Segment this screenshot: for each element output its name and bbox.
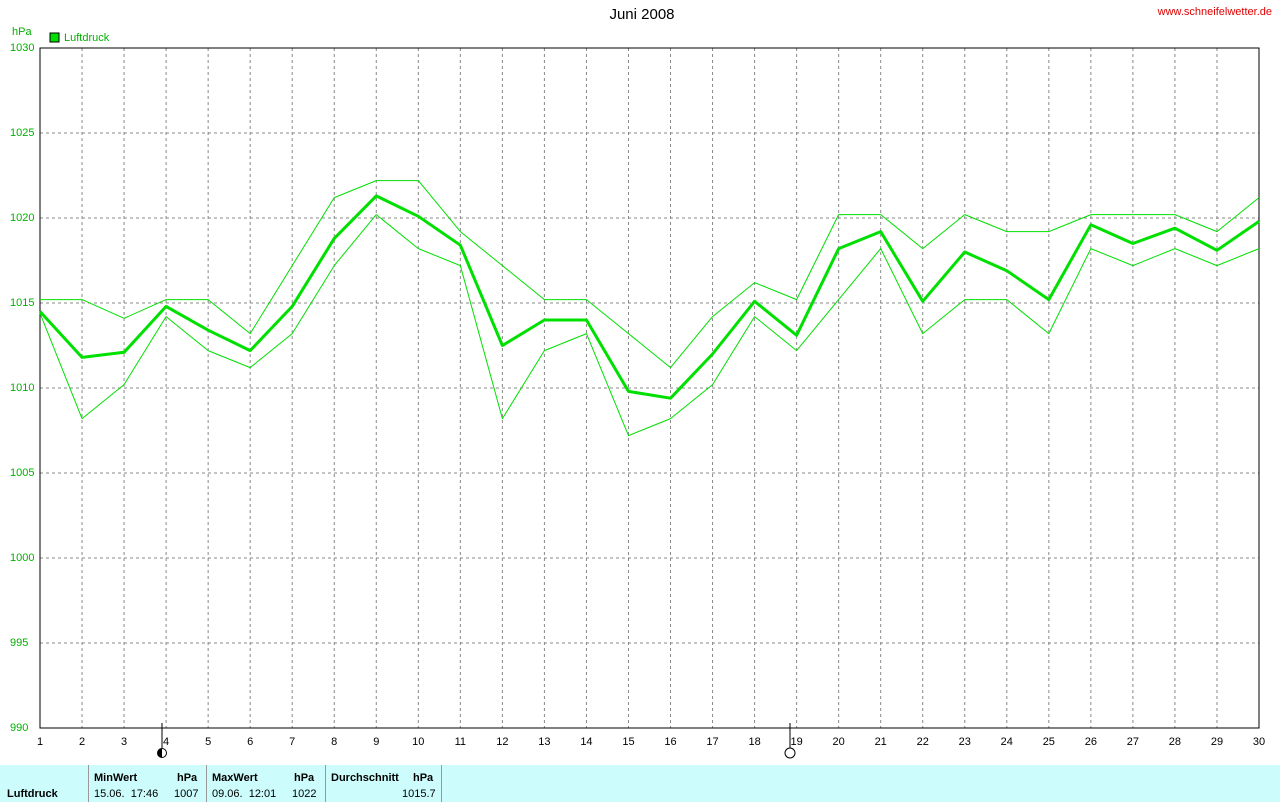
y-tick-label: 1030 bbox=[10, 42, 34, 54]
x-tick-label: 2 bbox=[79, 736, 85, 748]
chart: Juni 2008 www.schneifelwetter.de hPa 990… bbox=[10, 6, 1272, 759]
x-tick-label: 14 bbox=[580, 736, 592, 748]
x-tick-label: 5 bbox=[205, 736, 211, 748]
y-tick-label: 1020 bbox=[10, 212, 34, 224]
source: www.schneifelwetter.de bbox=[1157, 6, 1272, 18]
y-tick-label: 1015 bbox=[10, 297, 34, 309]
stat-value: 1007 bbox=[174, 788, 199, 800]
legend-label: Luftdruck bbox=[64, 32, 110, 44]
stat-value: 1015.7 bbox=[402, 788, 436, 800]
data-line bbox=[38, 194, 1260, 400]
moon-phase bbox=[784, 747, 796, 759]
x-tick-label: 20 bbox=[833, 736, 845, 748]
x-tick-label: 19 bbox=[790, 736, 802, 748]
x-tick-label: 13 bbox=[538, 736, 550, 748]
moon-phase bbox=[157, 748, 162, 758]
x-tick-label: 30 bbox=[1253, 736, 1265, 748]
x-tick-label: 1 bbox=[37, 736, 43, 748]
x-tick-label: 6 bbox=[247, 736, 253, 748]
x-tick-label: 17 bbox=[706, 736, 718, 748]
y-tick-label: 1025 bbox=[10, 127, 34, 139]
data-line bbox=[39, 214, 1260, 437]
x-tick-label: 10 bbox=[412, 736, 424, 748]
x-tick-label: 28 bbox=[1169, 736, 1181, 748]
stats-label: Luftdruck bbox=[7, 788, 58, 800]
plot-border bbox=[39, 47, 1260, 729]
stat-unit: hPa bbox=[413, 772, 434, 784]
y-tick-label: 995 bbox=[10, 637, 28, 649]
stat-value: 1022 bbox=[292, 788, 317, 800]
y-unit: hPa bbox=[12, 26, 32, 38]
y-tick-label: 1010 bbox=[10, 382, 34, 394]
data-line bbox=[40, 180, 1260, 369]
stat-unit: hPa bbox=[177, 772, 198, 784]
stat-title: Durchschnitt bbox=[331, 772, 399, 784]
legend-swatch bbox=[49, 32, 60, 43]
x-tick-label: 27 bbox=[1127, 736, 1139, 748]
y-tick-label: 1005 bbox=[10, 467, 34, 479]
x-tick-label: 25 bbox=[1043, 736, 1055, 748]
x-tick-label: 12 bbox=[496, 736, 508, 748]
x-tick-label: 15 bbox=[622, 736, 634, 748]
stat-time: 15.06. 17:46 bbox=[94, 788, 159, 800]
stat-title: MinWert bbox=[94, 772, 138, 784]
x-tick-label: 23 bbox=[959, 736, 971, 748]
x-tick-label: 24 bbox=[1001, 736, 1013, 748]
x-tick-label: 16 bbox=[664, 736, 676, 748]
chart-title: Juni 2008 bbox=[609, 6, 674, 23]
stat-unit: hPa bbox=[294, 772, 315, 784]
stat-title: MaxWert bbox=[212, 772, 258, 784]
x-tick-label: 21 bbox=[875, 736, 887, 748]
x-tick-label: 26 bbox=[1085, 736, 1097, 748]
x-tick-label: 4 bbox=[163, 736, 169, 748]
y-tick-label: 990 bbox=[10, 722, 28, 734]
x-tick-label: 7 bbox=[289, 736, 295, 748]
x-tick-label: 9 bbox=[373, 736, 379, 748]
x-tick-label: 18 bbox=[748, 736, 760, 748]
x-tick-label: 22 bbox=[917, 736, 929, 748]
x-tick-label: 3 bbox=[121, 736, 127, 748]
x-tick-label: 8 bbox=[331, 736, 337, 748]
x-tick-label: 29 bbox=[1211, 736, 1223, 748]
x-tick-label: 11 bbox=[455, 736, 466, 748]
stat-time: 09.06. 12:01 bbox=[212, 788, 277, 800]
stats-bar: Luftdruck MinWert hPa 15.06. 17:46 1007 … bbox=[0, 765, 1280, 802]
y-tick-label: 1000 bbox=[10, 552, 34, 564]
